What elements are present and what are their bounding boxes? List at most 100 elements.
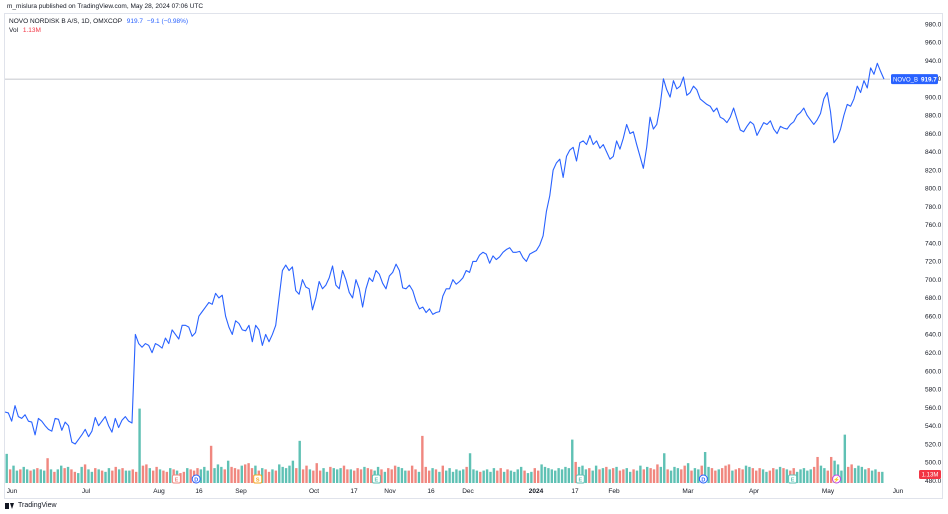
time-tick-label: Dec xyxy=(462,488,474,495)
price-tick-label: 800.0 xyxy=(925,186,942,193)
volume-bar xyxy=(223,469,226,483)
volume-bar xyxy=(864,469,867,483)
volume-bar xyxy=(870,470,874,483)
volume-bar xyxy=(124,470,128,483)
volume-bar xyxy=(445,470,448,483)
volume-bar xyxy=(278,464,281,483)
volume-bar xyxy=(325,471,329,483)
volume-bar xyxy=(724,465,727,483)
volume-bar xyxy=(720,468,724,483)
volume-bar xyxy=(131,469,134,483)
volume-bar xyxy=(288,465,291,483)
volume-bar xyxy=(731,470,734,483)
volume-label[interactable]: Vol xyxy=(9,27,19,34)
price-tick-label: 880.0 xyxy=(925,113,942,120)
symbol-title[interactable]: NOVO NORDISK B A/S, 1D, OMXCOP xyxy=(9,18,122,25)
price-tick-label: 640.0 xyxy=(925,332,942,339)
volume-bar xyxy=(622,469,625,483)
footer-brand[interactable]: TradingView xyxy=(5,502,57,509)
price-tick-label: 600.0 xyxy=(925,368,942,375)
price-tick-label: 820.0 xyxy=(925,167,942,174)
volume-bar xyxy=(649,468,652,483)
volume-bar xyxy=(370,469,373,483)
volume-bar xyxy=(349,469,353,483)
price-tick-label: 940.0 xyxy=(925,58,942,65)
volume-bar xyxy=(97,469,100,483)
volume-bar xyxy=(513,471,516,483)
axis-labels: NOVO_B 919.7 1.13M xyxy=(891,74,941,479)
volume-bar xyxy=(751,468,755,483)
price-tick-label: 980.0 xyxy=(925,21,942,28)
volume-bar xyxy=(530,471,533,483)
volume-bar xyxy=(390,469,393,483)
price-axis[interactable]: 980.0960.0940.0920.0900.0880.0860.0840.0… xyxy=(5,21,942,485)
volume-bar xyxy=(584,469,588,483)
volume-bar xyxy=(141,465,145,483)
volume-bar xyxy=(12,465,15,483)
time-tick-label: Aug xyxy=(153,488,165,495)
volume-bar xyxy=(727,464,731,483)
volume-bar xyxy=(165,471,169,483)
price-series-line xyxy=(4,62,885,445)
event-markers[interactable]: E D S E E D E ⚡ xyxy=(171,474,842,484)
legend-volume-row: Vol 1.13M xyxy=(9,26,188,35)
volume-bar xyxy=(710,468,714,483)
price-tick-label: 760.0 xyxy=(925,222,942,229)
volume-bar xyxy=(519,466,523,483)
volume-bar xyxy=(359,469,363,483)
volume-bar xyxy=(632,469,635,483)
time-axis[interactable]: Jun Jul Aug 16 Sep Oct 17 Nov 16 Dec 2024 17 Feb Mar A… xyxy=(7,488,904,495)
volume-bar xyxy=(642,469,646,483)
price-tick-label: 740.0 xyxy=(925,240,942,247)
volume-tag xyxy=(919,470,941,479)
price-tick-label: 580.0 xyxy=(925,387,942,394)
volume-bar xyxy=(468,453,472,483)
volume-bar xyxy=(615,466,618,483)
volume-bar xyxy=(472,469,475,483)
event-marker-label: D xyxy=(701,477,705,483)
last-price: 919.7 xyxy=(126,18,144,25)
volume-bar xyxy=(387,468,390,483)
volume-bar xyxy=(509,470,513,483)
volume-bar xyxy=(567,468,571,483)
volume-bar xyxy=(502,471,506,483)
volume-bar xyxy=(5,453,8,483)
volume-bar xyxy=(666,469,669,483)
volume-bar xyxy=(414,469,417,483)
volume-bar xyxy=(462,469,465,483)
volume-bar xyxy=(250,468,254,483)
price-tick-label: 960.0 xyxy=(925,40,942,47)
volume-bar xyxy=(318,470,322,483)
legend-main-row: NOVO NORDISK B A/S, 1D, OMXCOP 919.7 −9.… xyxy=(9,17,188,26)
event-marker-label: E xyxy=(791,477,795,483)
volume-bar xyxy=(128,470,131,483)
time-tick-label: Jun xyxy=(7,488,18,495)
volume-bar xyxy=(298,440,301,483)
volume-bar xyxy=(291,460,295,483)
price-tick-label: 540.0 xyxy=(925,423,942,430)
volume-bar xyxy=(134,471,138,483)
event-marker-badge xyxy=(371,474,381,484)
volume-bar xyxy=(741,469,744,483)
volume-bar xyxy=(836,464,840,483)
volume-bar xyxy=(714,470,717,483)
volume-bar xyxy=(332,468,335,483)
volume-bar xyxy=(523,470,526,483)
volume-bar xyxy=(407,470,410,483)
volume-bar xyxy=(230,466,233,483)
volume-bar xyxy=(121,468,124,483)
volume-bar xyxy=(421,435,424,483)
volume-bar xyxy=(588,468,591,483)
volume-bar xyxy=(424,466,427,483)
time-tick-label: 16 xyxy=(427,488,435,495)
volume-bar xyxy=(669,470,673,483)
volume-bars xyxy=(5,408,884,483)
volume-bar xyxy=(417,471,421,483)
volume-bar xyxy=(761,469,765,483)
volume-bar xyxy=(758,468,761,483)
volume-bar xyxy=(410,465,414,483)
volume-bar xyxy=(656,464,659,483)
volume-bar xyxy=(158,469,162,483)
volume-bar xyxy=(536,470,540,483)
